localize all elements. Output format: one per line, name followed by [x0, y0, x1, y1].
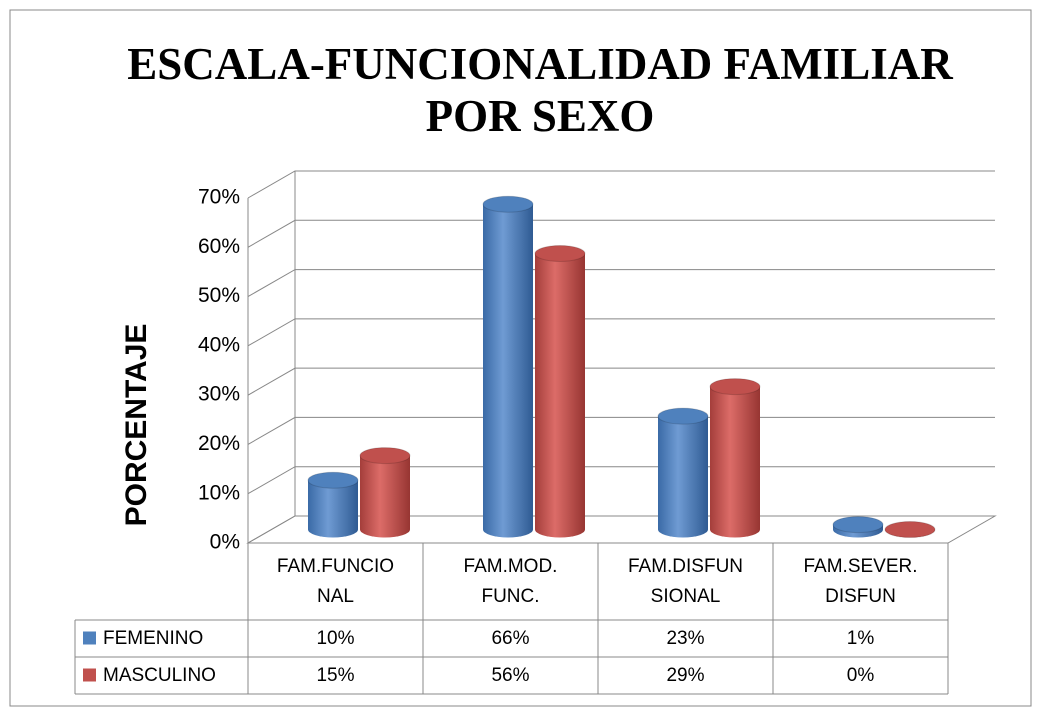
y-tick-label: 70% [198, 186, 240, 209]
bar-top [359, 447, 411, 465]
table-value: 29% [666, 664, 705, 686]
y-tick-label: 30% [198, 383, 240, 406]
grid-line [247, 170, 995, 199]
bar-body [535, 253, 585, 538]
chart-border [9, 9, 1032, 707]
table-value: 10% [316, 627, 355, 649]
bar-top [832, 516, 884, 534]
legend-label: MASCULINO [103, 664, 216, 686]
table-value: 23% [666, 627, 705, 649]
bar-top [709, 378, 761, 396]
table-value: 56% [491, 664, 530, 686]
chart-title: ESCALA-FUNCIONALIDAD FAMILIAR POR SEXO [127, 39, 953, 141]
legend-swatch [83, 668, 96, 682]
bar-body [360, 455, 410, 538]
grid-line [247, 367, 995, 396]
bar [709, 378, 761, 538]
category-label: FAM.SEVER. DISFUN [803, 555, 918, 607]
bar-top [657, 407, 709, 425]
grid-line [247, 416, 995, 445]
table-value: 66% [491, 627, 530, 649]
y-axis-label: PORCENTAJE [120, 324, 153, 527]
table-value: 1% [846, 627, 875, 649]
y-tick-label: 40% [198, 333, 240, 356]
grid-line [247, 219, 995, 248]
y-tick-label: 10% [198, 481, 240, 504]
bar [657, 407, 709, 538]
grid-line [247, 269, 995, 298]
bar-body [710, 386, 760, 538]
bar [534, 245, 586, 538]
table-value: 15% [316, 664, 355, 686]
table-value: 0% [846, 664, 875, 686]
bar-top [307, 471, 359, 489]
category-label: FAM.FUNCIONAL [276, 555, 395, 607]
bar [884, 521, 936, 538]
bar [307, 471, 359, 538]
bar-body [483, 204, 533, 538]
bar-top [884, 521, 936, 538]
y-tick-label: 50% [198, 284, 240, 307]
bar-body [308, 480, 358, 538]
bar [832, 516, 884, 538]
y-tick-label: 20% [198, 432, 240, 455]
legend-swatch [83, 631, 96, 645]
bar [359, 447, 411, 538]
bar-top [534, 245, 586, 262]
grid-line [247, 318, 995, 347]
y-tick-label: 0% [210, 531, 240, 554]
y-tick-label: 60% [198, 235, 240, 258]
legend-label: FEMENINO [103, 627, 204, 649]
bar-body [658, 416, 708, 538]
bar [482, 195, 534, 538]
bar-top [482, 195, 534, 213]
category-label: FAM.DISFUNSIONAL [627, 555, 744, 607]
category-label: FAM.MOD. FUNC. [463, 555, 558, 607]
